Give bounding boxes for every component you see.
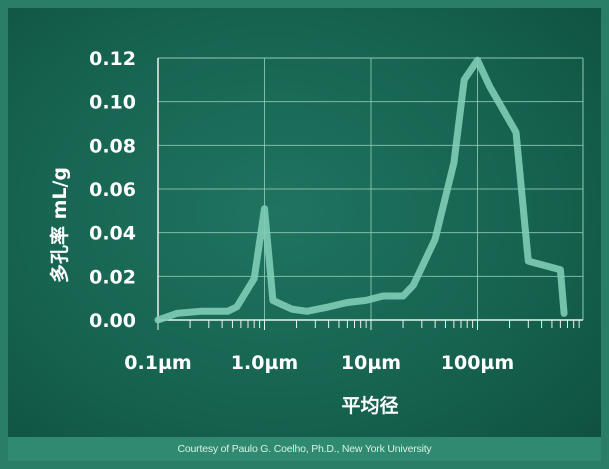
series-line (154, 56, 568, 324)
y-tick-label: 0.10 (89, 92, 136, 114)
y-tick-label: 0.06 (89, 179, 136, 201)
y-tick-label: 0.08 (89, 135, 136, 157)
y-tick-label: 0.12 (89, 48, 136, 70)
x-tick-labels: 0.1µm 1.0µm 10µm 100µm (124, 352, 514, 374)
series-line-path (154, 56, 568, 324)
credit-footer: Courtesy of Paulo G. Coelho, Ph.D., New … (8, 437, 601, 461)
x-tick-label: 1.0µm (231, 352, 298, 374)
y-axis-title: 多孔率 mL/g (48, 167, 71, 283)
axes (157, 58, 583, 330)
y-tick-labels: 0.00 0.02 0.04 0.06 0.08 0.10 0.12 (89, 48, 136, 332)
x-tick-label: 0.1µm (124, 352, 191, 374)
x-axis-title: 平均径 (341, 394, 398, 417)
y-tick-label: 0.02 (89, 266, 136, 288)
y-tick-label: 0.04 (89, 223, 136, 245)
x-tick-label: 10µm (341, 352, 401, 374)
credit-text: Courtesy of Paulo G. Coelho, Ph.D., New … (177, 443, 432, 455)
x-tick-label: 100µm (441, 352, 514, 374)
y-tick-label: 0.00 (89, 310, 136, 332)
